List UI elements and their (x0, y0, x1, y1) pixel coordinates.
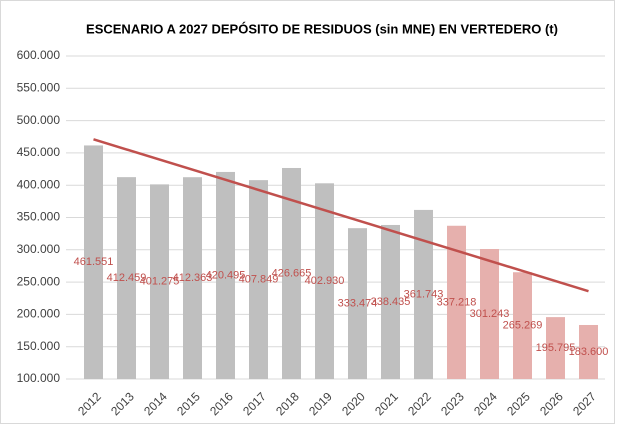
y-tick-label: 500.000 (17, 113, 61, 127)
bar (315, 183, 334, 379)
bar (150, 184, 169, 379)
bar (216, 171, 235, 379)
bar (546, 317, 565, 379)
bar (282, 167, 301, 379)
data-label: 361.743 (404, 288, 444, 300)
bar (348, 228, 367, 379)
y-tick-label: 450.000 (17, 145, 61, 159)
bar (249, 180, 268, 379)
y-tick-label: 350.000 (17, 210, 61, 224)
y-tick-label: 200.000 (17, 307, 61, 321)
bar (84, 145, 103, 379)
data-label: 301.243 (470, 308, 510, 320)
bar (183, 177, 202, 379)
data-label: 401.275 (140, 276, 180, 288)
bar (480, 248, 499, 379)
data-label: 333.474 (338, 297, 378, 309)
data-label: 412.363 (173, 272, 213, 284)
bar (414, 209, 433, 379)
data-label: 461.551 (74, 256, 114, 268)
bar (447, 225, 466, 379)
bar (513, 272, 532, 379)
data-label: 265.269 (503, 320, 543, 332)
data-label: 195.795 (536, 342, 576, 354)
trendline (93, 138, 589, 293)
y-tick-label: 300.000 (17, 242, 61, 256)
data-label: 420.495 (206, 269, 246, 281)
y-tick-label: 250.000 (17, 274, 61, 288)
data-label: 412.459 (107, 272, 147, 284)
data-label: 426.665 (272, 267, 312, 279)
y-tick-label: 600.000 (17, 48, 61, 62)
data-label: 337.218 (437, 296, 477, 308)
y-tick-label: 400.000 (17, 177, 61, 191)
data-label: 183.600 (569, 346, 609, 358)
bar (381, 224, 400, 379)
data-label: 407.849 (239, 273, 279, 285)
y-tick-label: 100.000 (17, 371, 61, 385)
bar (117, 177, 136, 379)
data-label: 402.930 (305, 275, 345, 287)
chart-title: ESCENARIO A 2027 DEPÓSITO DE RESIDUOS (s… (86, 21, 558, 36)
data-label: 338.435 (371, 296, 411, 308)
y-tick-label: 150.000 (17, 339, 61, 353)
bar (579, 324, 598, 379)
y-tick-label: 550.000 (17, 80, 61, 94)
